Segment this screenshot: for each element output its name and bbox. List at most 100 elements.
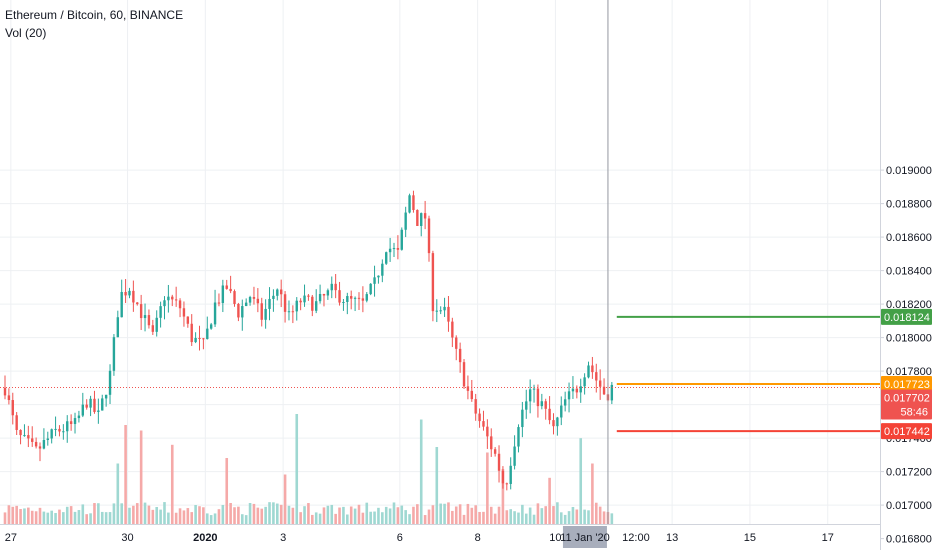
volume-bar [62,512,65,524]
chart-area[interactable] [0,0,880,524]
countdown-label: 58:46 [900,407,928,419]
horizontal-levels[interactable] [0,0,880,524]
volume-bar [314,512,318,524]
volume-bar [256,507,260,524]
volume-indicator-label[interactable]: Vol (20) [5,26,47,40]
volume-bar [3,512,7,524]
volume-bar [427,509,431,524]
volume-bar [283,474,287,524]
candle-body [361,298,365,301]
volume-bar [552,506,555,524]
candle-body [108,370,112,395]
volume-bar [77,510,81,524]
candle-body [412,195,415,210]
candle-body [221,285,225,304]
volume-bar [139,430,143,524]
volume-bar [27,507,30,524]
time-axis: 27 30 2020 3 6 8 10 13 15 17 [0,524,880,544]
volume-bar [42,511,46,524]
volume-bar [128,507,131,524]
candle-body [62,431,65,433]
volume-bar [167,512,170,524]
volume-bar [349,506,353,524]
grid [0,0,880,524]
candle-body [7,395,11,401]
volume-bar [392,502,396,524]
volume-bar [377,507,380,524]
symbol-title[interactable]: Ethereum / Bitcoin, 60, BINANCE [5,8,184,22]
candle-body [66,421,69,432]
y-tick-label: 0.018800 [886,199,932,211]
candle-body [46,438,49,441]
support-tag-label: 0.017442 [884,426,930,438]
volume-bar [217,509,221,524]
volume-bar [361,512,365,524]
volume-bar [571,506,575,524]
x-tick-label: 6 [397,532,403,544]
volume-bar [15,505,18,524]
candle-body [579,386,582,393]
candle-body [342,301,345,303]
y-tick-label: 0.017800 [886,366,932,378]
volume-bar [307,503,310,524]
candle-body [186,316,190,324]
volume-bar [237,506,240,524]
volume-bar [69,506,73,524]
candle-body [136,302,139,305]
candle-body [276,289,279,296]
volume-bar [474,505,477,524]
candle-body [27,435,30,439]
candle-body [151,325,155,332]
candle-body [556,417,559,427]
candle-body [15,415,18,430]
candle-body [38,446,42,449]
volume-bar [19,509,22,524]
volume-bar [178,508,182,524]
volume-bar [23,508,26,524]
y-tick-label: 0.016800 [886,534,932,546]
x-tick-label: 15 [744,532,756,544]
chart-canvas[interactable] [0,0,880,524]
candle-body [595,372,598,381]
candle-body [303,295,306,303]
candle-body [427,218,431,254]
candle-body [322,294,326,296]
candle-body [194,337,197,343]
candle-body [190,323,193,343]
candle-body [326,290,330,296]
volume-bar [170,444,174,524]
candle-body [423,213,427,219]
volume-bar [54,513,57,524]
volume-bar [291,507,295,524]
volume-bar [303,506,306,524]
candle-body [431,253,435,312]
volume-bar [478,511,481,524]
candle-body [575,388,579,393]
volume-bar [213,513,217,524]
volume-bar [264,506,267,524]
current-price-tag-label: 0.017702 [884,393,930,405]
candle-body [583,377,586,387]
volume-bar [116,463,120,524]
candle-body [89,398,92,408]
volume-bar [112,503,116,524]
candle-body [50,429,53,439]
candle-body [388,248,392,253]
candle-body [23,435,26,437]
candle-body [385,252,388,264]
candle-body [299,300,302,303]
candle-body [315,301,318,311]
candle-body [408,195,411,213]
volume-bar [248,503,252,524]
crosshair-date-tag [562,526,607,548]
volume-bar [186,508,190,524]
volume-bar [353,508,357,524]
volume-bar [575,509,579,524]
volume-bar [346,514,349,524]
candle-body [497,453,501,471]
candle-body [233,291,236,304]
candle-body [58,428,61,432]
candle-body [435,310,438,312]
resistance-tag [881,308,932,325]
candle-body [571,388,575,392]
